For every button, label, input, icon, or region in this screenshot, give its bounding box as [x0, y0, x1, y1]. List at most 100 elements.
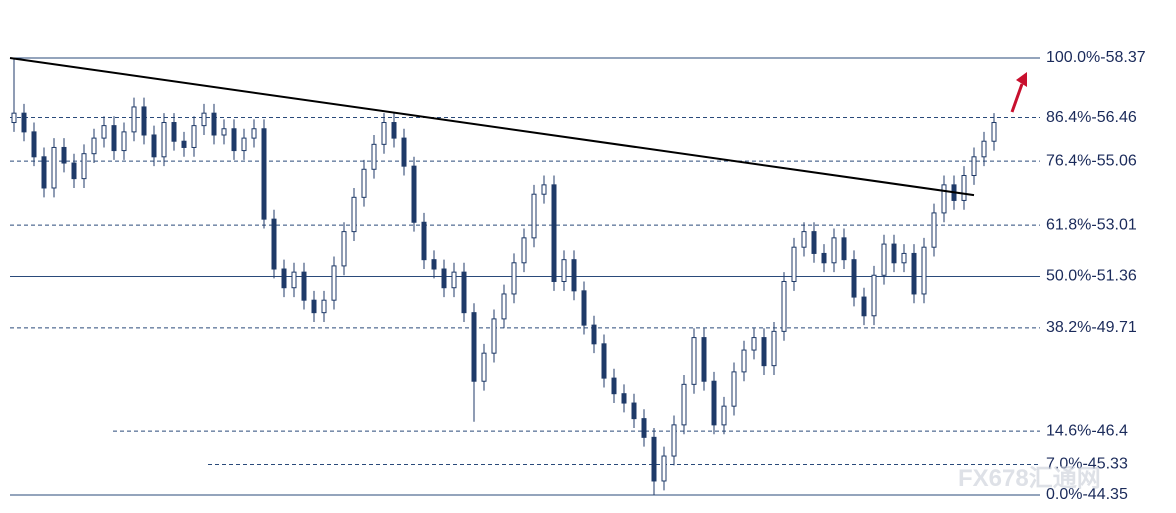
candle-body [371, 143, 377, 170]
candle-body [911, 252, 917, 295]
candle-body [791, 246, 797, 282]
candle-body [471, 312, 477, 382]
candle-body [571, 259, 577, 292]
candle-body [651, 436, 657, 482]
candle-body [761, 337, 767, 367]
candle-body [731, 371, 737, 407]
candle-body [401, 137, 407, 167]
candle-body [411, 165, 417, 223]
candle-body [661, 455, 667, 482]
candle-body [991, 122, 997, 142]
arrow [1010, 83, 1024, 113]
candle-body [581, 290, 587, 326]
candle-body [71, 162, 77, 180]
candle-body [631, 402, 637, 420]
candle-body [531, 193, 537, 239]
candle-body [551, 184, 557, 282]
candle-body [41, 156, 47, 189]
candle-body [281, 268, 287, 289]
candle-body [861, 296, 867, 317]
watermark: FX678汇通网 [958, 465, 1101, 492]
candle-body [701, 337, 707, 382]
candle-body [971, 156, 977, 177]
candle-body [201, 112, 207, 127]
candle-body [121, 131, 127, 152]
candle-body [111, 125, 117, 152]
candle-body [381, 122, 387, 145]
candle-body [711, 380, 717, 426]
candle-body [841, 237, 847, 261]
candle-body [671, 424, 677, 457]
candle-body [421, 221, 427, 261]
arrow-head [1016, 72, 1027, 87]
candle-body [771, 330, 777, 367]
candle-body [341, 231, 347, 267]
candle-body [801, 231, 807, 248]
fib-label: 76.4%-55.06 [1046, 152, 1137, 169]
candle-body [811, 231, 817, 254]
candle-body [231, 128, 237, 152]
candle-body [291, 271, 297, 289]
candle-body [881, 243, 887, 276]
candle-body [31, 131, 37, 158]
candle-body [691, 337, 697, 385]
candle-body [251, 128, 257, 139]
candle-body [921, 246, 927, 295]
candle-body [261, 128, 267, 220]
candle-body [241, 137, 247, 152]
candle-body [321, 299, 327, 314]
candle-body [181, 140, 187, 148]
candle-body [191, 125, 197, 148]
candle-body [461, 271, 467, 314]
candle-body [601, 343, 607, 379]
candle-body [591, 324, 597, 345]
candle-body [871, 274, 877, 317]
candle-body [221, 128, 227, 136]
candle-body [331, 265, 337, 301]
candle-body [521, 237, 527, 264]
candle-body [51, 146, 57, 189]
fib-label: 7.0%-45.33 [1046, 456, 1128, 473]
candle-body [451, 271, 457, 289]
candle-body [271, 218, 277, 270]
candle-body [961, 175, 967, 201]
candle-body [301, 271, 307, 301]
fib-label: 14.6%-46.4 [1046, 422, 1128, 439]
candle-body [561, 259, 567, 282]
candle-body [91, 137, 97, 155]
candle-body [61, 146, 67, 164]
candle-body [681, 383, 687, 426]
candle-body [11, 112, 17, 124]
candle-body [621, 393, 627, 404]
trendline [9, 57, 975, 197]
candle-body [431, 259, 437, 270]
candle-body [741, 349, 747, 373]
fib-label: 38.2%-49.71 [1046, 319, 1137, 336]
candle-body [21, 112, 27, 133]
candle-body [851, 259, 857, 298]
candle-body [211, 112, 217, 136]
candle-body [81, 153, 87, 180]
candle-body [151, 134, 157, 158]
candle-body [611, 377, 617, 395]
candle-body [941, 184, 947, 214]
candle-body [101, 125, 107, 139]
candle-body [131, 106, 137, 133]
candle-body [171, 122, 177, 142]
candle-body [901, 252, 907, 264]
candle-body [441, 268, 447, 289]
candle-body [891, 243, 897, 264]
candle-body [721, 405, 727, 426]
fib-label: 0.0%-44.35 [1046, 486, 1128, 503]
candle-body [511, 262, 517, 295]
candle-body [361, 168, 367, 198]
candle-body [351, 196, 357, 233]
candle-body [541, 184, 547, 195]
candle-body [311, 299, 317, 314]
candle-body [391, 122, 397, 139]
fib-label: 86.4%-56.46 [1046, 109, 1137, 126]
fib-label: 100.0%-58.37 [1046, 49, 1146, 66]
fib-label: 61.8%-53.01 [1046, 216, 1137, 233]
